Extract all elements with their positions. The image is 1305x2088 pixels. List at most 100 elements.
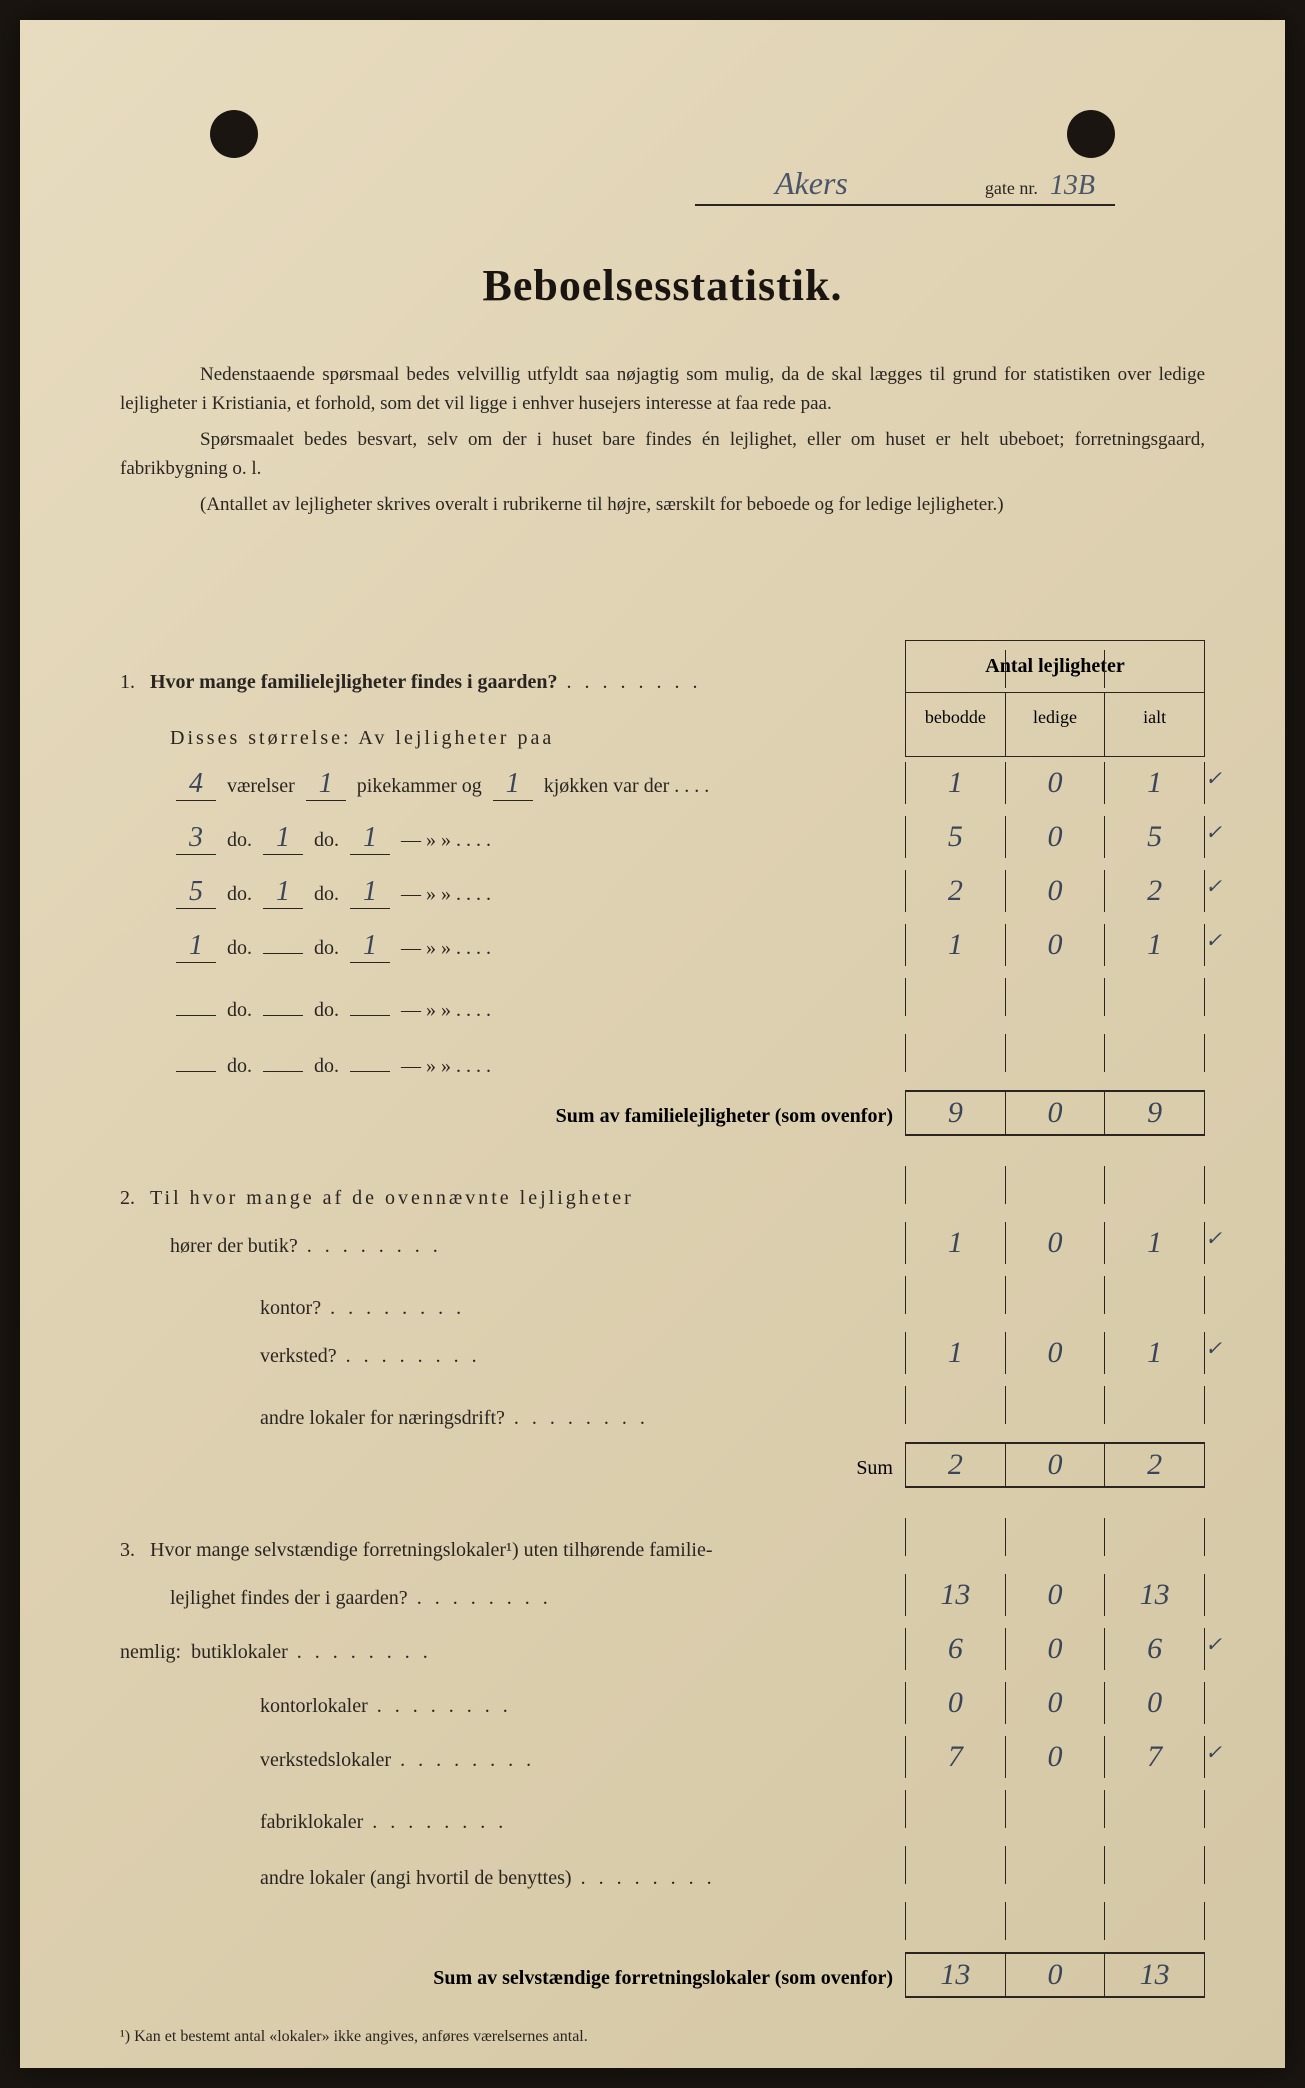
val-i bbox=[1105, 1846, 1204, 1884]
val-l bbox=[1006, 1034, 1106, 1072]
q2-sum-l: 0 bbox=[1006, 1444, 1106, 1486]
val-l bbox=[1006, 1276, 1106, 1314]
val-l: 0 bbox=[1006, 1222, 1106, 1264]
q3-item-values: 0 0 0 bbox=[905, 1682, 1205, 1724]
q1-label: 1.Hvor mange familielejligheter findes i… bbox=[120, 671, 905, 694]
q1-row: 1.Hvor mange familielejligheter findes i… bbox=[120, 650, 1205, 694]
q1-size-label: 4 værelser 1 pikekammer og 1 kjøkken var… bbox=[120, 768, 905, 801]
q1-sum-l: 0 bbox=[1006, 1092, 1106, 1134]
val-l: 0 bbox=[1006, 1736, 1106, 1778]
val-l: 0 bbox=[1006, 816, 1106, 858]
q1-sublabel: Disses størrelse: Av lejligheter paa bbox=[120, 727, 905, 750]
header-address-line: Akers gate nr. 13B bbox=[695, 165, 1115, 206]
q2-item-row: hører der butik? 1 0 1 bbox=[120, 1222, 1205, 1264]
q1-size-label: 5 do. 1 do. 1 — » » . . . . bbox=[120, 876, 905, 909]
val-l bbox=[1006, 1790, 1106, 1828]
val-l bbox=[1006, 978, 1106, 1016]
val-i bbox=[1105, 1386, 1204, 1424]
val-l: 0 bbox=[1006, 1628, 1106, 1670]
q3-item-values bbox=[905, 1790, 1205, 1828]
q1-size-row: 4 værelser 1 pikekammer og 1 kjøkken var… bbox=[120, 762, 1205, 804]
form-content: Antal lejligheter bebodde ledige ialt 1.… bbox=[120, 650, 1205, 2046]
q2-item-label: kontor? bbox=[120, 1297, 905, 1320]
q3-item-label: kontorlokaler bbox=[120, 1695, 905, 1718]
q1-size-row: 5 do. 1 do. 1 — » » . . . . 2 0 2 bbox=[120, 870, 1205, 912]
val-b bbox=[906, 978, 1006, 1016]
q3-label-a: 3.Hvor mange selvstændige forretningslok… bbox=[120, 1539, 905, 1562]
q3-item-label: fabriklokaler bbox=[120, 1811, 905, 1834]
q2-sum-i: 2 bbox=[1105, 1444, 1204, 1486]
q3-item-label: nemlig: butiklokaler bbox=[120, 1641, 905, 1664]
gate-number: 13B bbox=[1050, 170, 1095, 202]
val-l: 0 bbox=[1006, 1332, 1106, 1374]
val-l bbox=[1006, 1846, 1106, 1884]
q1-size-row: do. do. — » » . . . . bbox=[120, 978, 1205, 1022]
q1-sum-row: Sum av familielejligheter (som ovenfor) … bbox=[120, 1090, 1205, 1136]
val-l: 0 bbox=[1006, 870, 1106, 912]
q1-size-values: 5 0 5 bbox=[905, 816, 1205, 858]
val-i bbox=[1105, 1034, 1204, 1072]
q3-label-row-b: lejlighet findes der i gaarden? 13 0 13 bbox=[120, 1574, 1205, 1616]
val-b bbox=[906, 1386, 1006, 1424]
q1-sum-label: Sum av familielejligheter (som ovenfor) bbox=[120, 1105, 905, 1128]
val-l: 0 bbox=[1006, 1682, 1106, 1724]
val-b: 5 bbox=[906, 816, 1006, 858]
val-i: 2 bbox=[1105, 870, 1204, 912]
val-i: 1 bbox=[1105, 1332, 1204, 1374]
question-2: 2.Til hvor mange af de ovennævnte lejlig… bbox=[120, 1166, 1205, 1488]
q2-item-values: 1 0 1 bbox=[905, 1332, 1205, 1374]
q3-item-values: 6 0 6 bbox=[905, 1628, 1205, 1670]
q1-size-values bbox=[905, 1034, 1205, 1072]
q1-size-row: 3 do. 1 do. 1 — » » . . . . 5 0 5 bbox=[120, 816, 1205, 858]
q1-sum-b: 9 bbox=[906, 1092, 1006, 1134]
intro-paragraph-3: (Antallet av lejligheter skrives overalt… bbox=[120, 491, 1205, 520]
q3-main-b: 13 bbox=[906, 1574, 1006, 1616]
q2-item-label: andre lokaler for næringsdrift? bbox=[120, 1407, 905, 1430]
q1-size-values bbox=[905, 978, 1205, 1016]
val-b: 7 bbox=[906, 1736, 1006, 1778]
q2-sum-row: Sum 2 0 2 bbox=[120, 1442, 1205, 1488]
q1-size-label: do. do. — » » . . . . bbox=[120, 999, 905, 1022]
q1-sublabel-row: Disses størrelse: Av lejligheter paa bbox=[120, 706, 1205, 750]
q1-size-values: 1 0 1 bbox=[905, 924, 1205, 966]
val-b: 1 bbox=[906, 762, 1006, 804]
q1-size-values: 1 0 1 bbox=[905, 762, 1205, 804]
val-b: 0 bbox=[906, 1682, 1006, 1724]
q2-label-row: 2.Til hvor mange af de ovennævnte lejlig… bbox=[120, 1166, 1205, 1210]
val-l bbox=[1006, 1386, 1106, 1424]
val-i: 5 bbox=[1105, 816, 1204, 858]
val-i bbox=[1105, 1276, 1204, 1314]
q3-sum-l: 0 bbox=[1006, 1954, 1106, 1996]
document-title: Beboelsesstatistik. bbox=[120, 260, 1205, 311]
q1-size-label: do. do. — » » . . . . bbox=[120, 1055, 905, 1078]
val-i: 1 bbox=[1105, 762, 1204, 804]
q3-main-i: 13 bbox=[1105, 1574, 1204, 1616]
q2-item-row: verksted? 1 0 1 bbox=[120, 1332, 1205, 1374]
q3-item-label: verkstedslokaler bbox=[120, 1749, 905, 1772]
q3-item-row: andre lokaler (angi hvortil de benyttes) bbox=[120, 1846, 1205, 1890]
punch-hole-left bbox=[210, 110, 258, 158]
val-b: 1 bbox=[906, 1332, 1006, 1374]
val-b: 1 bbox=[906, 924, 1006, 966]
q3-sum-values: 13 0 13 bbox=[905, 1952, 1205, 1998]
q1-sum-values: 9 0 9 bbox=[905, 1090, 1205, 1136]
q1-sum-i: 9 bbox=[1105, 1092, 1204, 1134]
q3-item-values: 7 0 7 bbox=[905, 1736, 1205, 1778]
document-page: Akers gate nr. 13B Beboelsesstatistik. N… bbox=[20, 20, 1285, 2068]
question-3: 3.Hvor mange selvstændige forretningslok… bbox=[120, 1518, 1205, 1998]
q3-item-values bbox=[905, 1846, 1205, 1884]
val-i: 6 bbox=[1105, 1628, 1204, 1670]
q3-sum-i: 13 bbox=[1105, 1954, 1204, 1996]
q3-label-b: lejlighet findes der i gaarden? bbox=[120, 1587, 905, 1610]
q2-sum-b: 2 bbox=[906, 1444, 1006, 1486]
val-b: 1 bbox=[906, 1222, 1006, 1264]
val-b bbox=[906, 1034, 1006, 1072]
question-1: 1.Hvor mange familielejligheter findes i… bbox=[120, 650, 1205, 1136]
val-l: 0 bbox=[1006, 924, 1106, 966]
q1-size-label: 1 do. do. 1 — » » . . . . bbox=[120, 930, 905, 963]
q3-main-values: 13 0 13 bbox=[905, 1574, 1205, 1616]
val-i: 7 bbox=[1105, 1736, 1204, 1778]
val-i bbox=[1105, 978, 1204, 1016]
q1-size-label: 3 do. 1 do. 1 — » » . . . . bbox=[120, 822, 905, 855]
q1-values bbox=[905, 650, 1205, 688]
